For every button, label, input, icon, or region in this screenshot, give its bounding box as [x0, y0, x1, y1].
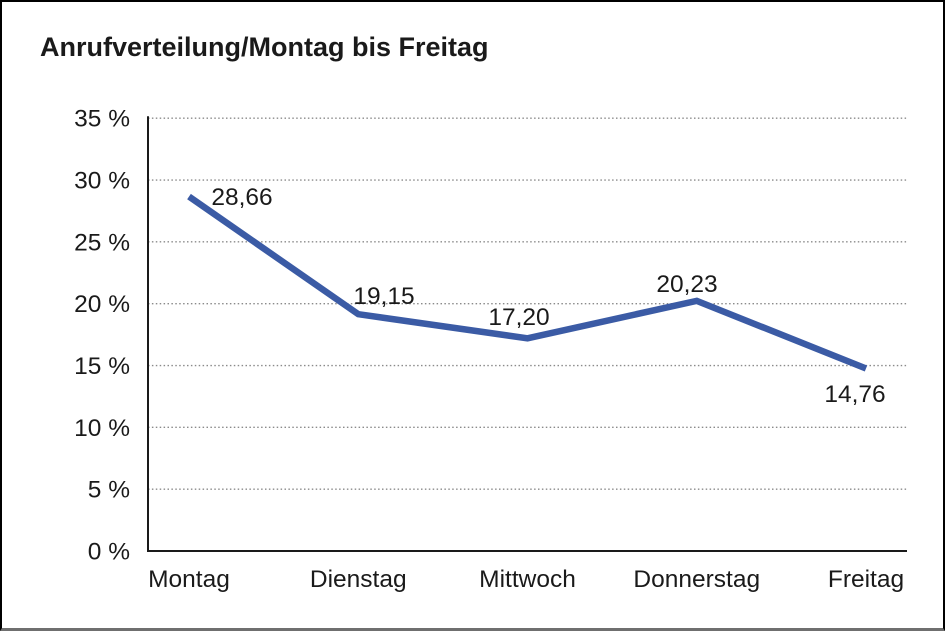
data-label: 19,15 [353, 283, 414, 310]
y-tick-label: 35 % [74, 106, 130, 133]
y-tick-label: 0 % [88, 539, 130, 566]
data-label: 20,23 [656, 271, 717, 298]
chart-title: Anrufverteilung/Montag bis Freitag [40, 32, 489, 62]
y-tick-label: 10 % [74, 415, 130, 442]
y-tick-label: 30 % [74, 168, 130, 195]
y-tick-label: 25 % [74, 229, 130, 256]
y-tick-label: 15 % [74, 353, 130, 380]
data-line [187, 193, 868, 372]
data-label: 28,66 [211, 184, 272, 211]
x-category-label: Freitag [828, 566, 904, 593]
data-label: 17,20 [488, 304, 549, 331]
x-category-label: Montag [148, 566, 230, 593]
y-tick-label: 5 % [88, 477, 130, 504]
x-category-label: Dienstag [310, 566, 407, 593]
data-label: 14,76 [824, 381, 885, 408]
x-category-label: Donnerstag [633, 566, 760, 593]
y-tick-label: 20 % [74, 291, 130, 318]
x-category-label: Mittwoch [479, 566, 576, 593]
